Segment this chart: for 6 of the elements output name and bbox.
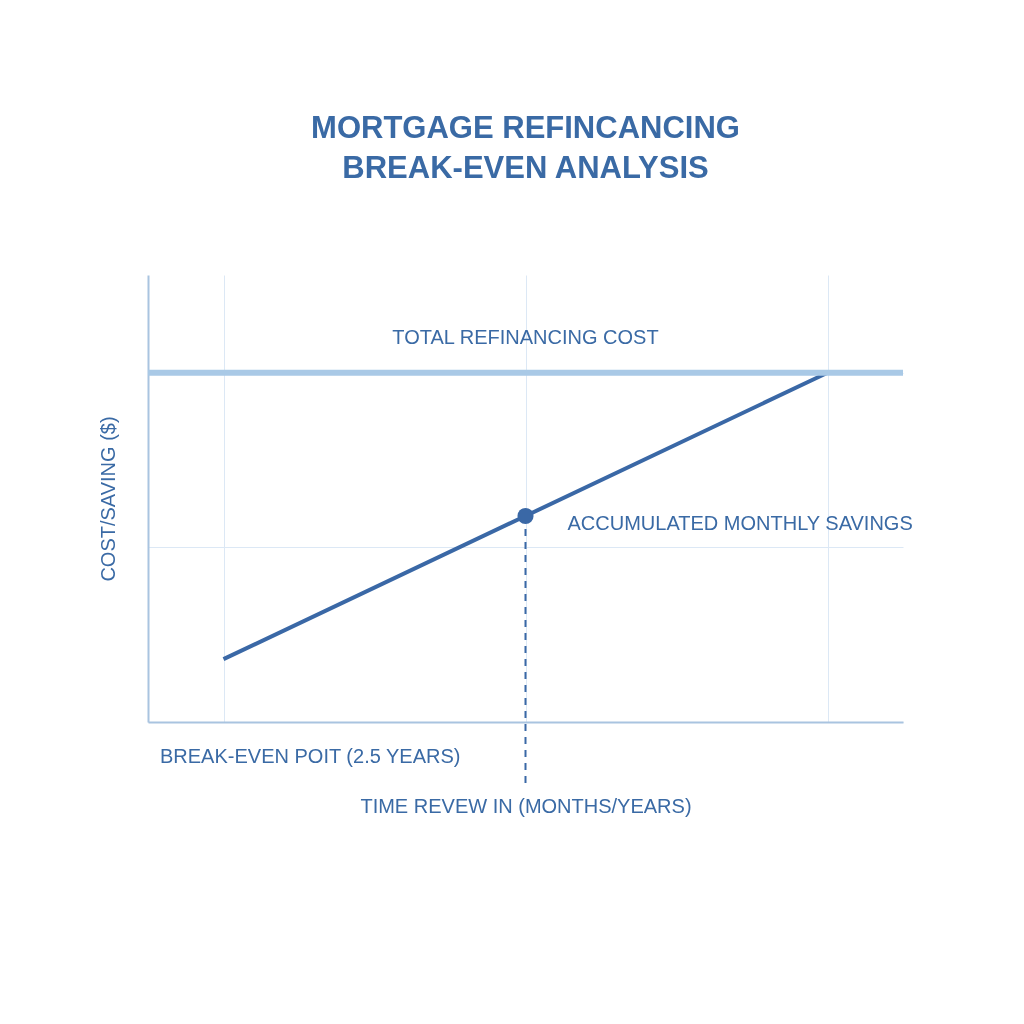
series-label: ACCUMULATED MONTHLY SAVINGS [567, 511, 913, 534]
x-axis-title: TIME REVEW IN (MONTHS/YEARS) [360, 794, 692, 817]
chart-title: MORTGAGE REFINCANCING BREAK-EVEN ANALYSIS [311, 110, 740, 185]
y-axis-title: COST/SAVING ($) [96, 416, 119, 582]
text: BREAK-EVEN POIT (2.5 YEARS) [160, 745, 461, 767]
ref-line-label: TOTAL REFINANCING COST [392, 325, 659, 348]
